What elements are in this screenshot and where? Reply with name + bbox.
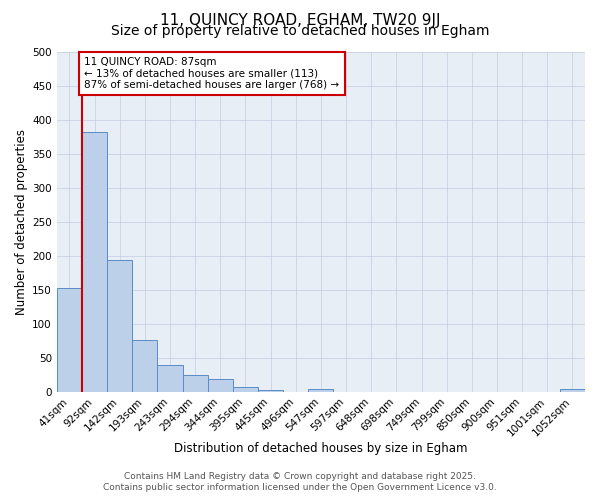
Bar [560,389,585,392]
Bar [157,365,182,392]
Bar [132,340,157,392]
Bar [82,132,107,392]
Text: 11 QUINCY ROAD: 87sqm
← 13% of detached houses are smaller (113)
87% of semi-det: 11 QUINCY ROAD: 87sqm ← 13% of detached … [85,57,340,90]
Text: Contains HM Land Registry data © Crown copyright and database right 2025.
Contai: Contains HM Land Registry data © Crown c… [103,472,497,492]
Bar [182,374,208,392]
Bar [57,288,82,392]
Text: 11, QUINCY ROAD, EGHAM, TW20 9JJ: 11, QUINCY ROAD, EGHAM, TW20 9JJ [160,12,440,28]
Bar [107,260,132,392]
X-axis label: Distribution of detached houses by size in Egham: Distribution of detached houses by size … [174,442,467,455]
Bar [308,389,334,392]
Text: Size of property relative to detached houses in Egham: Size of property relative to detached ho… [111,24,489,38]
Bar [233,388,258,392]
Bar [258,390,283,392]
Bar [208,380,233,392]
Y-axis label: Number of detached properties: Number of detached properties [15,128,28,314]
